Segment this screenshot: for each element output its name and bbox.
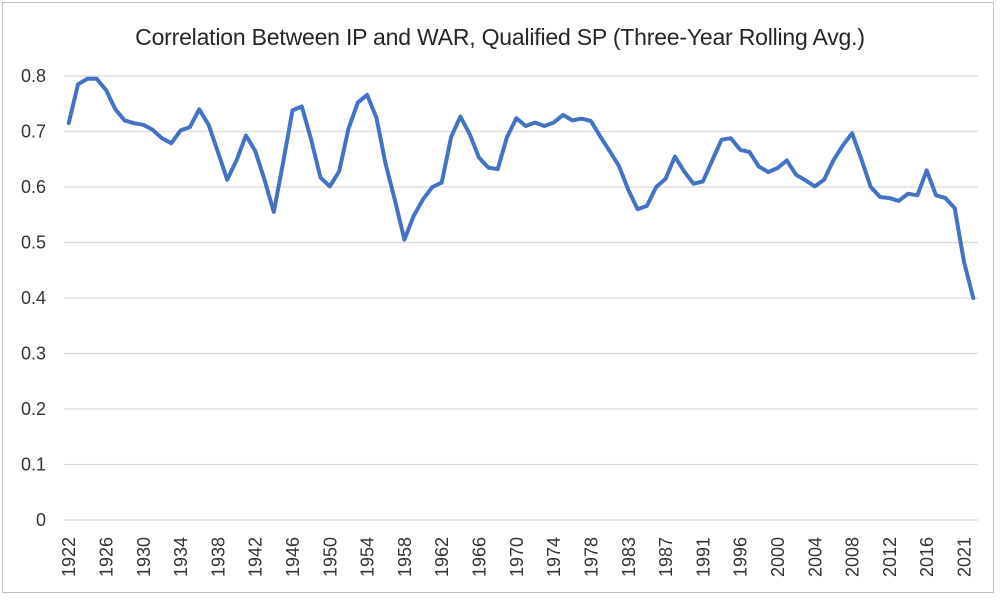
y-tick-label: 0.3 bbox=[21, 344, 46, 364]
y-axis-labels: 0 0.1 0.2 0.3 0.4 0.5 0.6 0.7 0.8 bbox=[21, 66, 46, 530]
x-tick-label: 1974 bbox=[544, 537, 564, 577]
x-tick-label: 1934 bbox=[171, 537, 191, 577]
y-tick-label: 0 bbox=[36, 510, 46, 530]
x-tick-label: 2016 bbox=[917, 537, 937, 577]
y-tick-label: 0.5 bbox=[21, 233, 46, 253]
x-tick-label: 1996 bbox=[731, 537, 751, 577]
y-tick-label: 0.1 bbox=[21, 455, 46, 475]
x-tick-label: 2000 bbox=[768, 537, 788, 577]
x-tick-label: 1946 bbox=[283, 537, 303, 577]
x-tick-label: 1938 bbox=[208, 537, 228, 577]
x-tick-label: 1922 bbox=[59, 537, 79, 577]
x-tick-label: 1970 bbox=[507, 537, 527, 577]
x-tick-label: 1954 bbox=[358, 537, 378, 577]
x-tick-label: 1930 bbox=[134, 537, 154, 577]
data-series-line bbox=[66, 76, 976, 300]
y-tick-label: 0.7 bbox=[21, 122, 46, 142]
x-axis-labels: 1922 1926 1930 1934 1938 1942 1946 1950 1954 1958… bbox=[59, 537, 974, 577]
x-tick-label: 2012 bbox=[880, 537, 900, 577]
x-tick-label: 1983 bbox=[619, 537, 639, 577]
chart-border bbox=[2, 2, 994, 593]
y-tick-label: 0.4 bbox=[21, 288, 46, 308]
x-tick-label: 2008 bbox=[843, 537, 863, 577]
x-tick-label: 1966 bbox=[470, 537, 490, 577]
x-tick-label: 1991 bbox=[693, 537, 713, 577]
x-tick-label: 2004 bbox=[805, 537, 825, 577]
x-tick-label: 1987 bbox=[656, 537, 676, 577]
x-tick-label: 1950 bbox=[320, 537, 340, 577]
x-tick-label: 1962 bbox=[432, 537, 452, 577]
chart-title: Correlation Between IP and WAR, Qualifie… bbox=[135, 24, 865, 50]
x-tick-label: 2021 bbox=[955, 537, 975, 577]
y-tick-label: 0.8 bbox=[21, 66, 46, 86]
x-tick-label: 1926 bbox=[96, 537, 116, 577]
y-tick-label: 0.2 bbox=[21, 399, 46, 419]
x-tick-label: 1978 bbox=[581, 537, 601, 577]
gridlines bbox=[64, 75, 978, 521]
x-tick-label: 1942 bbox=[246, 537, 266, 577]
y-tick-label: 0.6 bbox=[21, 177, 46, 197]
x-tick-label: 1958 bbox=[395, 537, 415, 577]
